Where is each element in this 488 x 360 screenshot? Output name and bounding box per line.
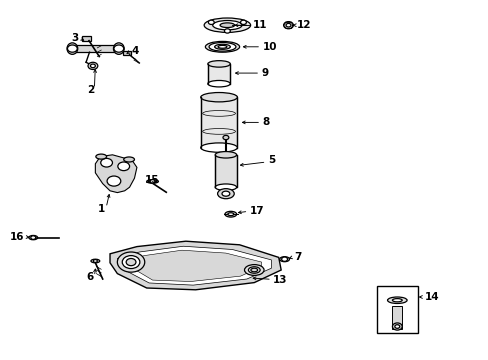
Circle shape (67, 45, 77, 52)
Circle shape (391, 323, 401, 330)
Polygon shape (117, 246, 271, 285)
Ellipse shape (204, 18, 250, 32)
Text: 5: 5 (267, 155, 275, 165)
Circle shape (122, 256, 140, 269)
Circle shape (394, 325, 399, 328)
Text: 17: 17 (249, 206, 264, 216)
Text: 14: 14 (424, 292, 438, 302)
Text: 15: 15 (144, 175, 159, 185)
Text: 16: 16 (10, 232, 24, 242)
Polygon shape (126, 250, 261, 282)
Circle shape (117, 252, 144, 272)
Ellipse shape (212, 21, 242, 30)
Text: 6: 6 (86, 272, 94, 282)
Text: 4: 4 (131, 46, 138, 56)
Bar (215, 155, 236, 187)
Ellipse shape (391, 299, 401, 302)
Ellipse shape (386, 297, 406, 303)
Polygon shape (110, 241, 281, 290)
Bar (391, 306, 401, 329)
Circle shape (31, 236, 36, 239)
Circle shape (88, 62, 98, 69)
Circle shape (107, 176, 121, 186)
Ellipse shape (200, 143, 237, 152)
Ellipse shape (91, 259, 100, 263)
Polygon shape (95, 155, 137, 193)
Text: 9: 9 (261, 68, 268, 78)
Ellipse shape (244, 265, 264, 275)
Circle shape (93, 260, 97, 262)
Ellipse shape (283, 22, 293, 29)
Ellipse shape (222, 191, 229, 196)
Text: 7: 7 (294, 252, 301, 262)
Ellipse shape (217, 189, 234, 199)
Ellipse shape (207, 60, 230, 67)
Bar (122, 51, 130, 55)
Ellipse shape (248, 267, 260, 273)
Text: 3: 3 (71, 33, 78, 43)
Circle shape (208, 20, 214, 24)
Bar (82, 36, 91, 41)
Ellipse shape (285, 23, 290, 27)
Ellipse shape (67, 43, 78, 54)
Ellipse shape (146, 180, 158, 183)
Ellipse shape (205, 41, 239, 52)
Text: 12: 12 (296, 20, 310, 30)
Circle shape (223, 135, 228, 140)
Text: 2: 2 (86, 85, 94, 95)
Text: 13: 13 (272, 275, 287, 285)
Ellipse shape (207, 80, 230, 87)
Circle shape (224, 29, 230, 33)
Circle shape (240, 20, 246, 24)
Circle shape (90, 64, 95, 68)
Circle shape (126, 258, 136, 266)
Ellipse shape (227, 213, 233, 216)
Circle shape (114, 45, 123, 52)
Ellipse shape (220, 23, 234, 27)
Bar (207, 64, 230, 84)
Ellipse shape (215, 152, 236, 158)
Ellipse shape (215, 184, 236, 190)
Ellipse shape (96, 154, 106, 159)
Text: 10: 10 (262, 42, 277, 52)
Ellipse shape (224, 211, 236, 217)
Bar (376, 286, 417, 333)
Ellipse shape (218, 45, 226, 48)
Ellipse shape (214, 44, 230, 49)
Text: 11: 11 (253, 20, 267, 30)
Bar (201, 97, 237, 148)
Ellipse shape (279, 257, 289, 262)
Circle shape (101, 158, 112, 167)
Ellipse shape (209, 42, 235, 51)
Bar (72, 45, 119, 52)
Circle shape (150, 180, 155, 183)
Circle shape (281, 257, 287, 261)
Text: 1: 1 (98, 204, 105, 214)
Circle shape (118, 162, 129, 171)
Ellipse shape (113, 43, 124, 54)
Text: 8: 8 (262, 117, 269, 127)
Ellipse shape (123, 157, 134, 162)
Ellipse shape (250, 268, 257, 272)
Ellipse shape (200, 93, 237, 102)
Ellipse shape (29, 235, 38, 240)
